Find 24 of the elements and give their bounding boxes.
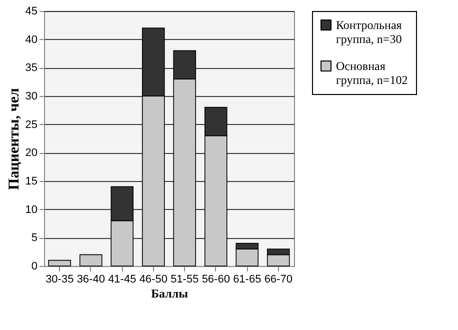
y-tick-label: 35 (25, 62, 38, 74)
bar (48, 260, 72, 266)
y-tick-label: 15 (25, 176, 38, 188)
y-tick-label: 20 (25, 147, 38, 160)
y-tick-label: 5 (31, 232, 38, 244)
legend-label: Контрольная группа, n=30 (336, 18, 402, 46)
x-axis-title: Баллы (151, 286, 189, 300)
y-axis-title: Пациенты, чел (6, 87, 22, 190)
x-tick-label: 46-50 (139, 274, 168, 286)
x-tick-label: 61-65 (233, 274, 262, 286)
y-tick-label: 25 (25, 118, 38, 131)
y-tick-label: 40 (25, 34, 38, 46)
x-tick-label: 66-70 (264, 274, 292, 286)
y-tick-label: 45 (25, 6, 38, 18)
x-tick-label: 56-60 (202, 274, 230, 286)
x-tick-label: 30-35 (46, 274, 74, 286)
x-tick-label: 51-55 (170, 274, 199, 286)
y-tick-label: 0 (31, 260, 38, 272)
x-tick-label: 41-45 (108, 274, 136, 286)
legend-label: Основная группа, n=102 (336, 59, 408, 87)
y-tick-label: 10 (25, 204, 38, 216)
bar (79, 254, 102, 266)
y-tick-label: 30 (25, 90, 38, 102)
x-tick-label: 36-40 (76, 274, 105, 286)
